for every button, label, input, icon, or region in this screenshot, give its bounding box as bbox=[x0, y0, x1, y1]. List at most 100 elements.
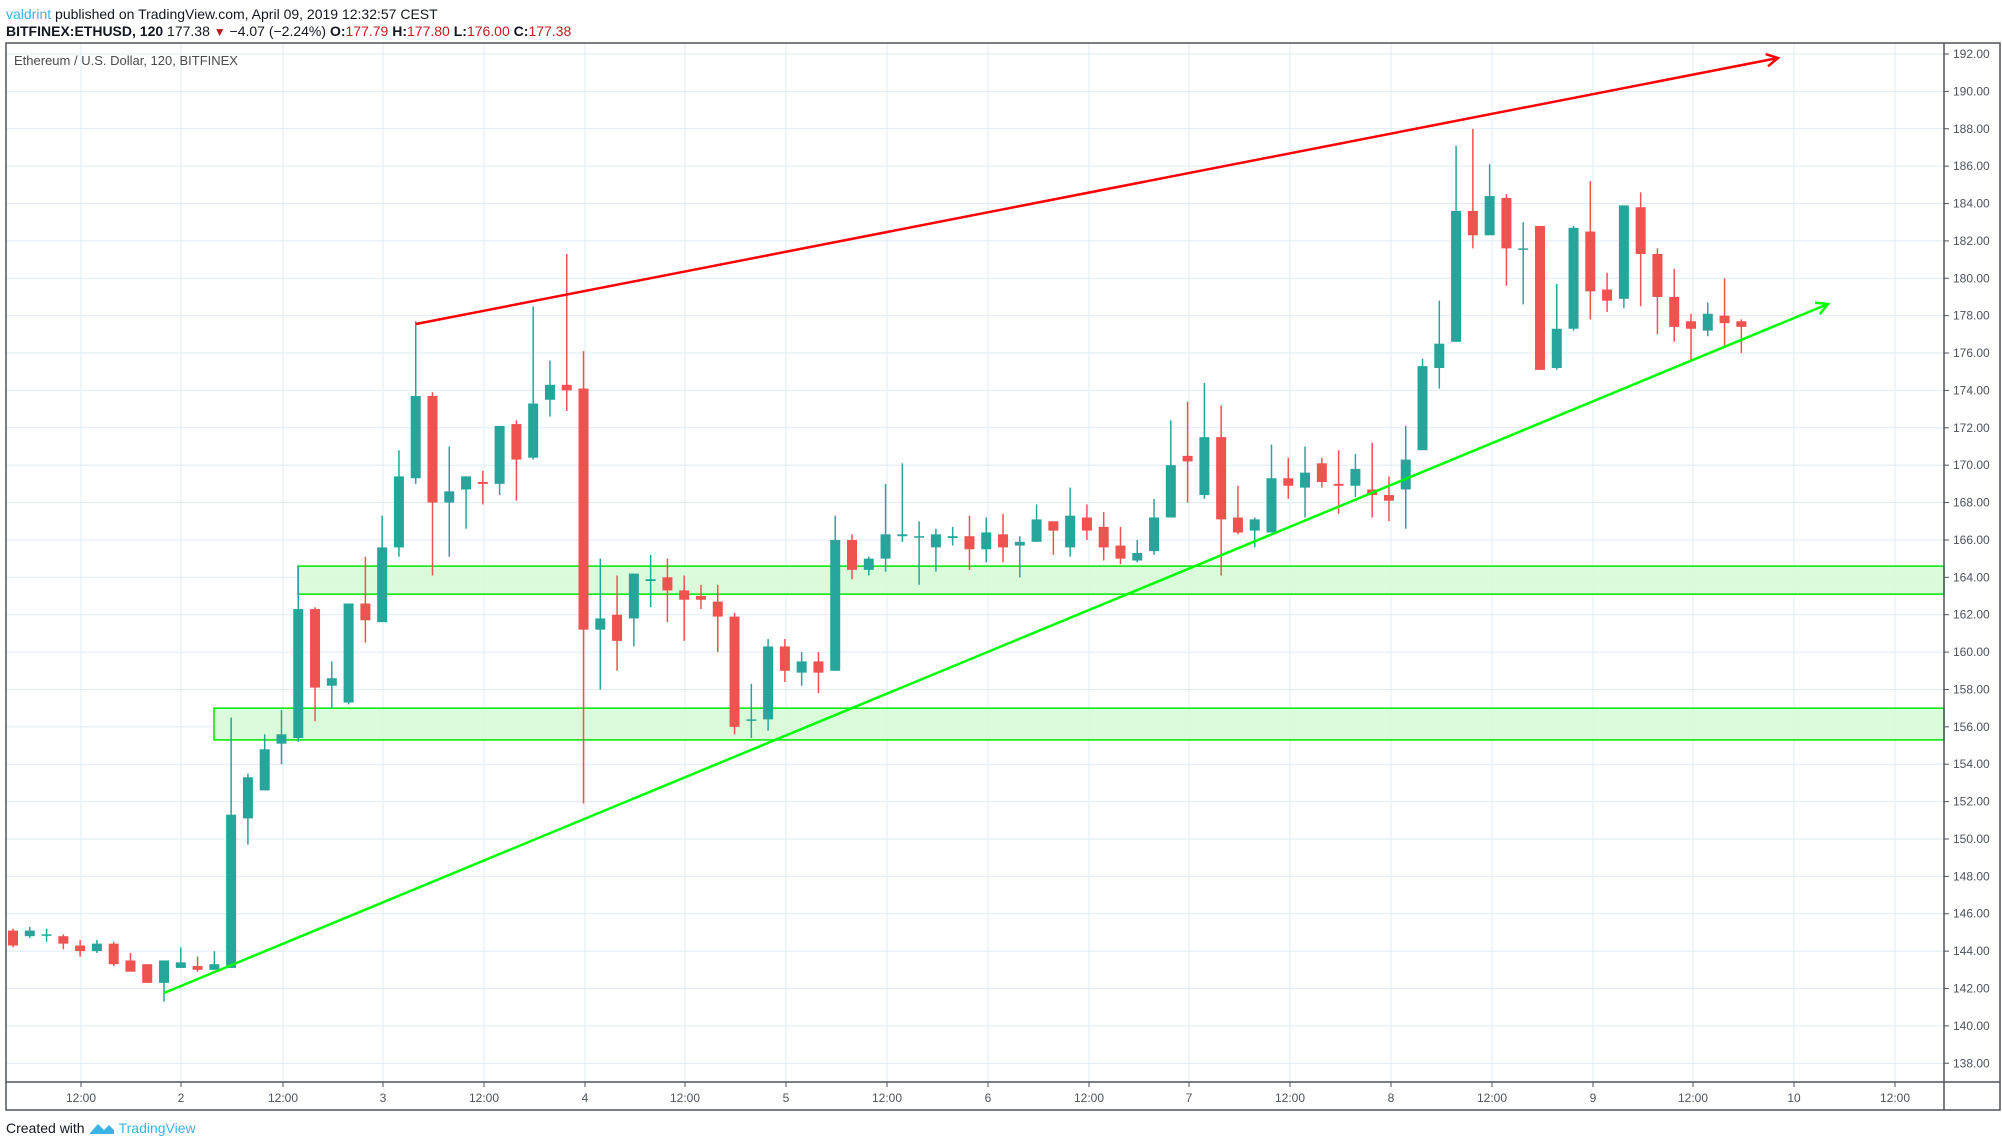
candle bbox=[1635, 192, 1646, 307]
candle-body bbox=[511, 424, 522, 460]
candle bbox=[628, 573, 639, 647]
tradingview-logo-icon bbox=[89, 1124, 114, 1134]
candle-body bbox=[1216, 437, 1227, 520]
candle-body bbox=[1518, 248, 1529, 250]
candle bbox=[175, 947, 186, 968]
candle-body bbox=[1132, 553, 1143, 561]
candle bbox=[58, 934, 69, 950]
candle-body bbox=[897, 534, 908, 537]
candle-body bbox=[226, 814, 237, 968]
candle-body bbox=[1266, 478, 1277, 533]
candle-body bbox=[192, 966, 203, 970]
candle bbox=[1518, 222, 1529, 305]
symbol-label: BITFINEX:ETHUSD, 120 bbox=[6, 23, 164, 39]
candle bbox=[444, 446, 455, 557]
candle bbox=[1686, 313, 1696, 361]
candle-body bbox=[1149, 517, 1160, 552]
candle-body bbox=[159, 960, 170, 983]
candle-body bbox=[914, 536, 925, 538]
candle bbox=[595, 558, 606, 690]
created-with-text: Created with bbox=[6, 1120, 85, 1136]
candle bbox=[830, 515, 841, 671]
candle bbox=[1266, 444, 1277, 533]
candle-body bbox=[1065, 515, 1076, 548]
price-axis-label: 140.00 bbox=[1953, 1019, 1990, 1033]
candle bbox=[75, 939, 86, 957]
time-axis-label: 12:00 bbox=[670, 1091, 700, 1105]
close-label: C: bbox=[513, 23, 529, 39]
candle-body bbox=[712, 601, 723, 617]
candle-body bbox=[1316, 463, 1327, 483]
candle-body bbox=[863, 558, 874, 570]
candle bbox=[427, 392, 438, 576]
candle bbox=[746, 683, 757, 739]
tradingview-link[interactable]: TradingView bbox=[118, 1120, 196, 1136]
candle bbox=[1216, 405, 1227, 576]
candle-body bbox=[847, 539, 857, 570]
candle-body bbox=[763, 646, 774, 720]
price-axis-label: 150.00 bbox=[1953, 832, 1990, 846]
candle bbox=[1719, 278, 1730, 346]
candle-body bbox=[964, 536, 975, 550]
candle-body bbox=[343, 603, 354, 703]
price-change: −4.07 (−2.24%) bbox=[229, 23, 327, 39]
candle-body bbox=[1719, 315, 1730, 324]
candle bbox=[41, 928, 52, 942]
candle-body bbox=[695, 596, 706, 600]
candle bbox=[544, 360, 555, 417]
candle-body bbox=[578, 388, 589, 630]
candle bbox=[729, 612, 740, 735]
candle bbox=[259, 734, 270, 791]
open-value: 177.79 bbox=[345, 23, 389, 39]
candle bbox=[393, 450, 404, 557]
price-axis-label: 176.00 bbox=[1953, 346, 1990, 360]
time-axis-label: 3 bbox=[380, 1091, 387, 1105]
candle-body bbox=[142, 964, 153, 983]
candle bbox=[1702, 302, 1713, 337]
candle bbox=[1048, 521, 1059, 555]
candle bbox=[1199, 382, 1210, 499]
candle bbox=[763, 638, 774, 731]
author-link[interactable]: valdrint bbox=[6, 6, 52, 22]
candle bbox=[578, 351, 589, 804]
candle-body bbox=[1484, 196, 1495, 236]
candle bbox=[1400, 425, 1411, 529]
last-price: 177.38 bbox=[167, 23, 210, 39]
time-axis-label: 12:00 bbox=[1678, 1091, 1708, 1105]
candle-body bbox=[1199, 437, 1210, 496]
candle bbox=[293, 566, 304, 742]
support-zone-rect bbox=[297, 565, 1945, 595]
time-axis-label: 12:00 bbox=[1275, 1091, 1305, 1105]
candle-body bbox=[729, 616, 740, 727]
candle-body bbox=[1400, 459, 1411, 490]
candle bbox=[679, 575, 690, 641]
candle-body bbox=[427, 396, 438, 503]
triangle-down-icon: ▼ bbox=[213, 25, 226, 39]
series-legend: Ethereum / U.S. Dollar, 120, BITFINEX bbox=[14, 53, 238, 68]
price-axis-label: 182.00 bbox=[1953, 234, 1990, 248]
candle bbox=[1652, 248, 1663, 335]
price-axis-label: 170.00 bbox=[1953, 458, 1990, 472]
candle-body bbox=[1501, 197, 1512, 249]
candle bbox=[209, 951, 220, 970]
candle-body bbox=[461, 476, 472, 490]
candle bbox=[1618, 205, 1629, 309]
candle-body bbox=[58, 936, 69, 944]
candle-body bbox=[1551, 328, 1562, 368]
candle-body bbox=[1165, 465, 1176, 518]
published-text: published on TradingView.com, April 09, … bbox=[51, 6, 438, 22]
candle bbox=[1065, 487, 1076, 557]
candle bbox=[1031, 504, 1042, 542]
candle-body bbox=[645, 579, 656, 582]
candle bbox=[343, 603, 354, 705]
candle bbox=[813, 652, 824, 694]
candle bbox=[1484, 164, 1495, 236]
candle-body bbox=[1417, 366, 1428, 451]
arrow-head-icon bbox=[1765, 52, 1781, 68]
candle bbox=[695, 584, 706, 610]
time-axis-label: 4 bbox=[582, 1091, 589, 1105]
candle bbox=[914, 521, 925, 585]
candle-body bbox=[259, 749, 270, 791]
candle bbox=[1350, 453, 1361, 497]
